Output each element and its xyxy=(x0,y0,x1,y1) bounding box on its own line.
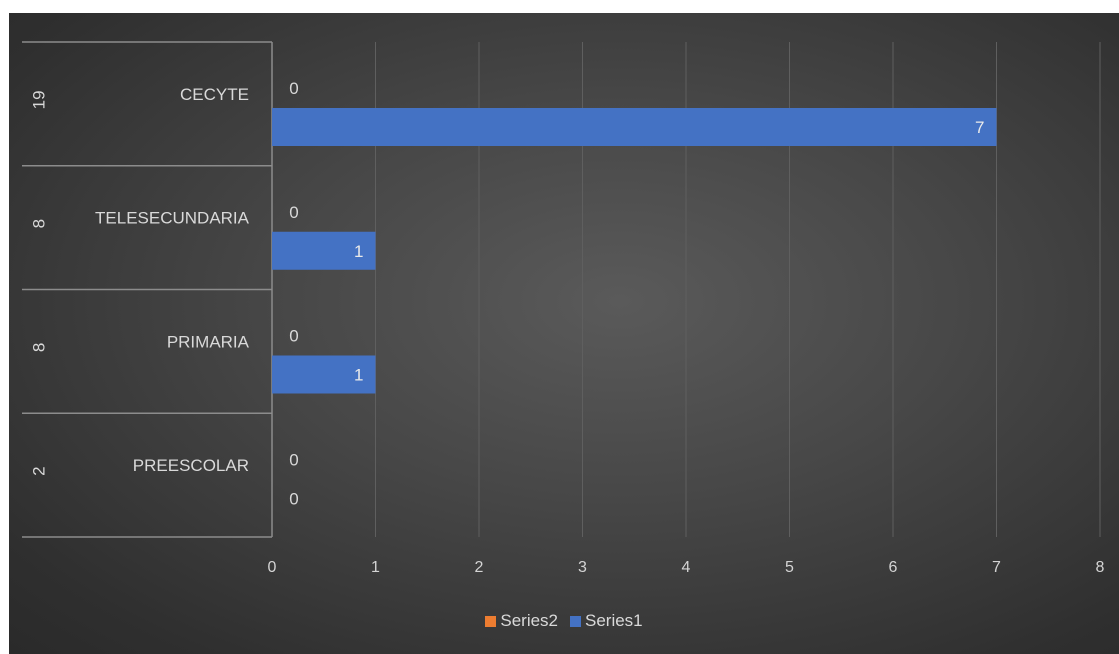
data-label-series2-cecyte: 0 xyxy=(289,79,298,98)
bar-chart: 0 1 2 3 4 5 6 7 8 CECYTE 19 TELESECUNDARIA 8 PRIMARIA… xyxy=(22,41,1105,576)
x-tick-label-5: 5 xyxy=(785,559,794,576)
data-label-series1-primaria: 1 xyxy=(354,366,363,385)
bar-series1-cecyte xyxy=(272,108,997,146)
x-tick-label-1: 1 xyxy=(371,559,380,576)
group-label-0: 19 xyxy=(30,90,49,109)
legend-label-series2: Series2 xyxy=(500,611,558,630)
category-label-cecyte: CECYTE xyxy=(180,85,249,104)
data-label-series1-preescolar: 0 xyxy=(289,489,298,508)
x-tick-label-2: 2 xyxy=(475,559,484,576)
category-label-telesecundaria: TELESECUNDARIA xyxy=(95,209,250,228)
group-label-2: 8 xyxy=(30,343,49,352)
x-tick-label-0: 0 xyxy=(268,559,277,576)
x-tick-label-3: 3 xyxy=(578,559,587,576)
data-label-series2-preescolar: 0 xyxy=(289,450,298,469)
data-label-series2-primaria: 0 xyxy=(289,327,298,346)
x-tick-label-4: 4 xyxy=(682,559,691,576)
bar-series1-telesecundaria xyxy=(272,231,376,270)
legend-swatch-series1 xyxy=(570,615,581,627)
legend: Series2 Series1 xyxy=(9,609,1119,633)
legend-entry-series2: Series2 xyxy=(485,611,558,631)
x-tick-label-6: 6 xyxy=(889,559,898,576)
group-label-3: 2 xyxy=(30,466,49,475)
data-label-series1-telesecundaria: 1 xyxy=(354,242,363,261)
bar-series1-primaria xyxy=(272,355,376,394)
category-label-primaria: PRIMARIA xyxy=(167,332,250,351)
data-label-series2-telesecundaria: 0 xyxy=(289,203,298,222)
group-label-1: 8 xyxy=(30,219,49,228)
legend-entry-series1: Series1 xyxy=(570,611,643,631)
legend-swatch-series2 xyxy=(485,615,497,627)
x-tick-label-7: 7 xyxy=(992,559,1001,576)
category-label-preescolar: PREESCOLAR xyxy=(133,456,249,475)
x-tick-label-8: 8 xyxy=(1096,559,1105,576)
chart-area: 0 1 2 3 4 5 6 7 8 CECYTE 19 TELESECUNDARIA 8 PRIMARIA… xyxy=(9,13,1119,654)
legend-label-series1: Series1 xyxy=(585,611,643,630)
data-label-series1-cecyte: 7 xyxy=(975,118,984,137)
